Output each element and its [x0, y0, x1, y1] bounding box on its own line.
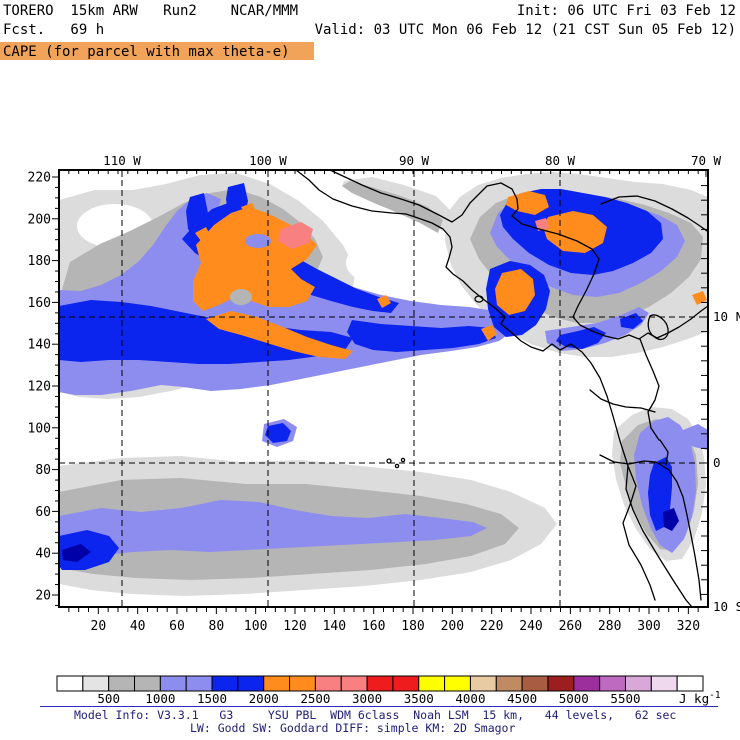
colorbar-label: 1500 [197, 691, 227, 706]
valid-time: Valid: 03 UTC Mon 06 Feb 12 (21 CST Sun … [314, 22, 736, 38]
lon-tick-label: 80 W [545, 153, 576, 168]
y-tick-label: 220 [28, 171, 51, 186]
footer-rule [40, 706, 718, 707]
x-tick-label: 80 [209, 619, 225, 634]
y-tick-label: 140 [28, 338, 51, 353]
x-tick-label: 120 [283, 619, 306, 634]
y-tick-label: 60 [35, 505, 51, 520]
colorbar-label: 2500 [300, 691, 330, 706]
colorbar-cell [444, 675, 471, 692]
y-tick-label: 100 [28, 421, 51, 436]
colorbar-cell [418, 675, 446, 692]
lon-tick-label: 90 W [399, 153, 430, 168]
colorbar-label: 2000 [249, 691, 279, 706]
y-tick-label: 40 [35, 547, 51, 562]
model-title: TORERO 15km ARW Run2 NCAR/MMM [3, 3, 299, 19]
latitude-axis-ticks: 10 N 0 10 S [701, 185, 740, 614]
model-info-line: Model Info: V3.3.1 G3 YSU PBL WDM 6class… [74, 708, 677, 722]
x-tick-label: 180 [401, 619, 424, 634]
x-tick-label: 20 [91, 619, 107, 634]
colorbar-cell [56, 675, 84, 692]
y-tick-label: 80 [35, 463, 51, 478]
x-tick-label: 200 [441, 619, 464, 634]
lake-nicaragua-icon [474, 295, 484, 303]
colorbar-cell [650, 675, 678, 692]
lat-tick-label: 0 [713, 455, 721, 470]
colorbar-label: 1000 [145, 691, 175, 706]
y-tick-label: 200 [28, 212, 51, 227]
lon-tick-label: 70 W [691, 153, 722, 168]
colorbar-cell [237, 675, 265, 692]
x-tick-label: 60 [169, 619, 185, 634]
x-tick-label: 160 [362, 619, 385, 634]
colorbar-label: 5500 [610, 691, 640, 706]
coastlines [295, 170, 708, 607]
variable-title: CAPE (for parcel with max theta-e) [3, 44, 290, 60]
colorbar-label: 3000 [352, 691, 382, 706]
colorbar-label: 3500 [404, 691, 434, 706]
colorbar-cell [366, 675, 394, 692]
lon-tick-label: 100 W [249, 153, 287, 168]
colorbar-cell [547, 675, 575, 692]
x-tick-label: 320 [677, 619, 700, 634]
y-tick-label: 20 [35, 589, 51, 604]
x-tick-label: 140 [323, 619, 346, 634]
variable-title-highlight [0, 42, 314, 60]
lat-tick-label: 10 S [713, 599, 740, 614]
colorbar-cell [495, 675, 523, 692]
x-tick-label: 240 [519, 619, 542, 634]
colorbar-cell [82, 675, 110, 692]
cape-shading-dark-blue [62, 508, 679, 562]
colorbar-cell [521, 675, 549, 692]
colorbar-cell [211, 675, 239, 692]
colorbar-cell [469, 675, 497, 692]
y-tick-label: 180 [28, 254, 51, 269]
colorbar-cell [263, 675, 291, 692]
cape-shading [59, 170, 708, 607]
colorbar-label: 500 [97, 691, 120, 706]
galapagos-island-icon [400, 457, 406, 463]
y-axis-ticks: 20 40 60 80 100 120 140 160 180 200 220 [28, 171, 59, 606]
x-axis-ticks: 20 40 60 80 100 120 140 160 180 200 220 240 260 280 30… [68, 607, 700, 634]
forecast-hour: Fcst. 69 h [3, 22, 105, 38]
x-tick-label: 220 [480, 619, 503, 634]
x-tick-label: 280 [598, 619, 621, 634]
y-tick-label: 120 [28, 380, 51, 395]
galapagos-island-icon [394, 463, 400, 469]
lat-lon-gridlines [59, 170, 708, 607]
colorbar-cell [599, 675, 626, 692]
colorbar-cell [134, 675, 161, 692]
colorbar-cell [392, 675, 420, 692]
colorbar-unit-exponent: -1 [709, 690, 721, 701]
colorbar-cell [624, 675, 652, 692]
lon-tick-label: 110 W [103, 153, 141, 168]
colorbar-cell [159, 675, 187, 692]
colorbar-cell [185, 675, 213, 692]
colorbar-label: 5000 [559, 691, 589, 706]
x-tick-label: 300 [637, 619, 660, 634]
colorbar-label: 4500 [507, 691, 537, 706]
colorbar-cell [340, 675, 368, 692]
colorbar-cell [289, 675, 316, 692]
lat-tick-label: 10 N [713, 309, 740, 324]
galapagos-island-icon [386, 458, 392, 464]
cape-colorbar: 500 1000 1500 2000 2500 3000 3500 4000 4500 5000 5… [56, 675, 721, 706]
y-tick-label: 160 [28, 296, 51, 311]
cape-shading-salmon [278, 218, 549, 249]
colorbar-label: 4000 [455, 691, 485, 706]
physics-info-line: LW: Godd SW: Goddard DIFF: simple KM: 2D… [190, 721, 516, 735]
colorbar-unit: J kg-1 [679, 690, 721, 706]
colorbar-cell [108, 675, 136, 692]
init-time: Init: 06 UTC Fri 03 Feb 12 [516, 3, 736, 19]
colorbar-cell [676, 675, 704, 692]
colorbar-cell [573, 675, 601, 692]
x-tick-label: 260 [559, 619, 582, 634]
longitude-axis-ticks: 110 W 100 W 90 W 80 W 70 W [68, 153, 722, 177]
cape-shading-inner-holes [230, 234, 271, 305]
x-tick-label: 100 [244, 619, 267, 634]
x-tick-label: 40 [130, 619, 146, 634]
colorbar-cell [314, 675, 342, 692]
